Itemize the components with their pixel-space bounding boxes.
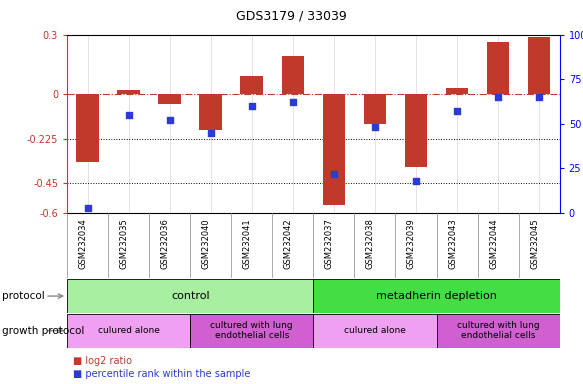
- Bar: [190, 314, 313, 348]
- Bar: [282, 56, 304, 94]
- Point: [206, 130, 215, 136]
- Bar: [67, 279, 313, 313]
- Bar: [528, 36, 550, 94]
- Text: GSM232041: GSM232041: [243, 218, 252, 269]
- Bar: [487, 43, 510, 94]
- Text: GDS3179 / 33039: GDS3179 / 33039: [236, 10, 347, 23]
- Bar: [199, 94, 222, 130]
- Bar: [159, 94, 181, 104]
- Text: GSM232038: GSM232038: [366, 218, 375, 269]
- Text: protocol: protocol: [2, 291, 45, 301]
- Point: [493, 94, 503, 100]
- Point: [535, 94, 544, 100]
- Text: ■ log2 ratio: ■ log2 ratio: [73, 356, 132, 366]
- Point: [452, 108, 462, 114]
- Text: GSM232043: GSM232043: [448, 218, 457, 269]
- Text: metadherin depletion: metadherin depletion: [376, 291, 497, 301]
- Text: ■ percentile rank within the sample: ■ percentile rank within the sample: [73, 369, 250, 379]
- Point: [288, 99, 297, 106]
- Text: GSM232035: GSM232035: [120, 218, 129, 269]
- Text: GSM232044: GSM232044: [489, 218, 498, 269]
- Point: [412, 178, 421, 184]
- Text: growth protocol: growth protocol: [2, 326, 85, 336]
- Text: GSM232040: GSM232040: [202, 218, 210, 269]
- Text: culured alone: culured alone: [98, 326, 160, 335]
- Bar: [117, 90, 140, 94]
- Text: GSM232034: GSM232034: [79, 218, 87, 269]
- Point: [329, 171, 339, 177]
- Point: [247, 103, 257, 109]
- Bar: [322, 94, 345, 205]
- Text: GSM232045: GSM232045: [530, 218, 539, 269]
- Point: [370, 124, 380, 131]
- Bar: [313, 314, 437, 348]
- Text: GSM232042: GSM232042: [284, 218, 293, 269]
- Text: GSM232039: GSM232039: [407, 218, 416, 269]
- Bar: [364, 94, 386, 124]
- Text: culured alone: culured alone: [344, 326, 406, 335]
- Text: cultured with lung
endothelial cells: cultured with lung endothelial cells: [210, 321, 293, 340]
- Bar: [241, 76, 263, 94]
- Bar: [76, 94, 99, 162]
- Bar: [405, 94, 427, 167]
- Text: GSM232037: GSM232037: [325, 218, 334, 269]
- Bar: [67, 314, 190, 348]
- Bar: [446, 88, 468, 94]
- Text: control: control: [171, 291, 209, 301]
- Text: GSM232036: GSM232036: [161, 218, 170, 269]
- Point: [165, 117, 174, 123]
- Point: [124, 112, 134, 118]
- Bar: [313, 279, 560, 313]
- Bar: [437, 314, 560, 348]
- Text: cultured with lung
endothelial cells: cultured with lung endothelial cells: [457, 321, 539, 340]
- Point: [83, 205, 92, 211]
